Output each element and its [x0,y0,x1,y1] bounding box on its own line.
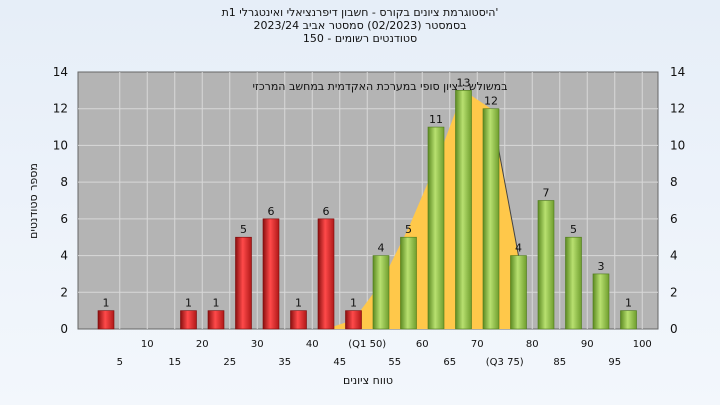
bar-value-label: 6 [323,205,330,218]
y-tick-label-left: 14 [53,65,68,79]
bar-value-label: 1 [213,297,220,310]
bar [427,126,445,330]
x-tick-label: 10 [141,339,154,350]
y-axis-right: 0 2 4 6 8 10 12 14 [670,65,685,336]
bar-value-label: 1 [625,297,632,310]
bar [262,218,280,330]
bar-value-label: 6 [268,205,275,218]
y-tick-label-right: 0 [670,322,678,336]
bar [565,236,582,330]
y-tick-label-left: 4 [60,249,68,263]
y-tick-label-right: 2 [670,285,678,299]
bar [620,310,637,330]
bar-value-label: 12 [484,95,498,108]
chart-title-line1: היסטוגרמת ציונים בקורס - חשבון דיפרנציאל… [221,6,499,19]
y-tick-label-right: 12 [670,102,685,116]
y-tick-label-left: 2 [60,285,68,299]
bar [235,236,252,330]
y-tick-label-left: 8 [60,175,68,189]
y-tick-label-left: 10 [53,138,68,152]
x-tick-label: 80 [526,339,539,350]
x-tick-label: 95 [608,357,621,368]
x-tick-label: (Q3 75) [486,357,524,368]
chart-annotation: במשולש : ציון סופי במערכת האקדמית במחשב … [253,80,508,93]
bar-value-label: 1 [350,297,357,310]
y-tick-label-left: 0 [60,322,68,336]
bar-value-label: 4 [515,242,522,255]
bar [482,108,500,330]
bar [537,200,555,330]
x-tick-label: 55 [388,357,401,368]
bar-value-label: 13 [457,76,471,89]
x-tick-label: 40 [306,339,319,350]
x-axis-title: טווח ציונים [343,374,393,387]
bar-value-label: 1 [295,297,302,310]
y-axis-title: מספר סטודנטים [27,163,40,239]
x-tick-label: 15 [168,357,181,368]
bar-value-label: 1 [185,297,192,310]
x-tick-label: 60 [416,339,429,350]
bar-value-label: 1 [103,297,110,310]
bar [207,310,225,330]
chart-title-line3: סטודנטים רשומים - 150 [302,32,418,45]
x-tick-label: 25 [223,357,236,368]
bar-value-label: 5 [240,223,247,236]
bar-value-label: 5 [570,223,577,236]
chart-titles: היסטוגרמת ציונים בקורס - חשבון דיפרנציאל… [0,6,720,45]
bar [180,310,197,330]
x-tick-label: 65 [443,357,456,368]
bar [400,236,417,330]
bar-value-label: 11 [429,113,443,126]
bar-value-label: 7 [543,187,550,200]
y-tick-label-right: 6 [670,212,678,226]
y-tick-label-right: 10 [670,138,685,152]
x-tick-label: 35 [278,357,291,368]
bar [455,90,472,330]
bar [290,310,307,330]
x-tick-label: 85 [553,357,566,368]
x-tick-label: (Q1 50) [348,339,386,350]
bar [592,273,610,330]
x-tick-label: 30 [251,339,264,350]
bar [317,218,335,330]
bar-value-label: 3 [598,260,605,273]
x-tick-label: 100 [633,339,652,350]
y-tick-label-right: 14 [670,65,685,79]
y-tick-label-left: 12 [53,102,68,116]
bar [372,255,390,330]
x-tick-label: 5 [117,357,123,368]
y-tick-label-left: 6 [60,212,68,226]
x-tick-label: 20 [196,339,209,350]
bar-value-label: 4 [378,242,385,255]
x-tick-label: 90 [581,339,594,350]
y-tick-label-right: 8 [670,175,678,189]
bar [345,310,362,330]
x-tick-label: 70 [471,339,484,350]
y-tick-label-right: 4 [670,249,678,263]
bar [510,255,527,330]
bar-value-label: 5 [405,223,412,236]
y-axis-left: 0 2 4 6 8 10 12 14 [53,65,68,336]
bar [97,310,115,330]
chart-title-line2: בסמסטר (02/2023) סמסטר אביב 2023/24 [253,19,467,32]
x-tick-label: 45 [333,357,346,368]
